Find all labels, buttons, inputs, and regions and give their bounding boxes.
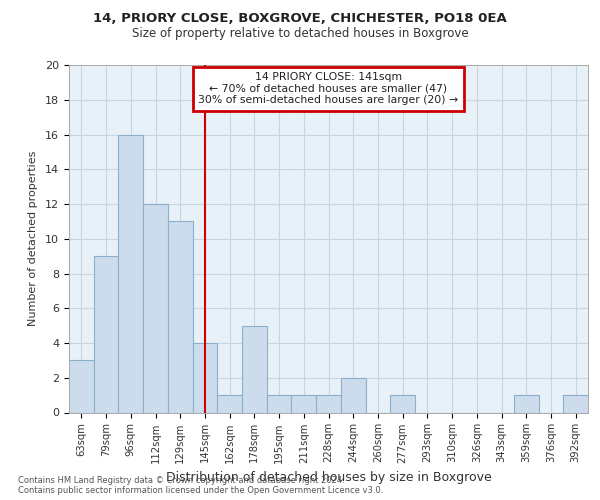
Text: 14 PRIORY CLOSE: 141sqm
← 70% of detached houses are smaller (47)
30% of semi-de: 14 PRIORY CLOSE: 141sqm ← 70% of detache… [199,72,458,105]
Bar [69,360,94,412]
Bar [267,395,292,412]
Bar [292,395,316,412]
X-axis label: Distribution of detached houses by size in Boxgrove: Distribution of detached houses by size … [166,471,491,484]
Bar [242,326,267,412]
Bar [390,395,415,412]
Bar [217,395,242,412]
Bar [193,343,217,412]
Text: 14, PRIORY CLOSE, BOXGROVE, CHICHESTER, PO18 0EA: 14, PRIORY CLOSE, BOXGROVE, CHICHESTER, … [93,12,507,26]
Text: Contains HM Land Registry data © Crown copyright and database right 2024.
Contai: Contains HM Land Registry data © Crown c… [18,476,383,495]
Bar [341,378,365,412]
Bar [94,256,118,412]
Bar [168,222,193,412]
Text: Size of property relative to detached houses in Boxgrove: Size of property relative to detached ho… [131,28,469,40]
Bar [118,134,143,412]
Bar [563,395,588,412]
Bar [316,395,341,412]
Bar [143,204,168,412]
Y-axis label: Number of detached properties: Number of detached properties [28,151,38,326]
Bar [514,395,539,412]
